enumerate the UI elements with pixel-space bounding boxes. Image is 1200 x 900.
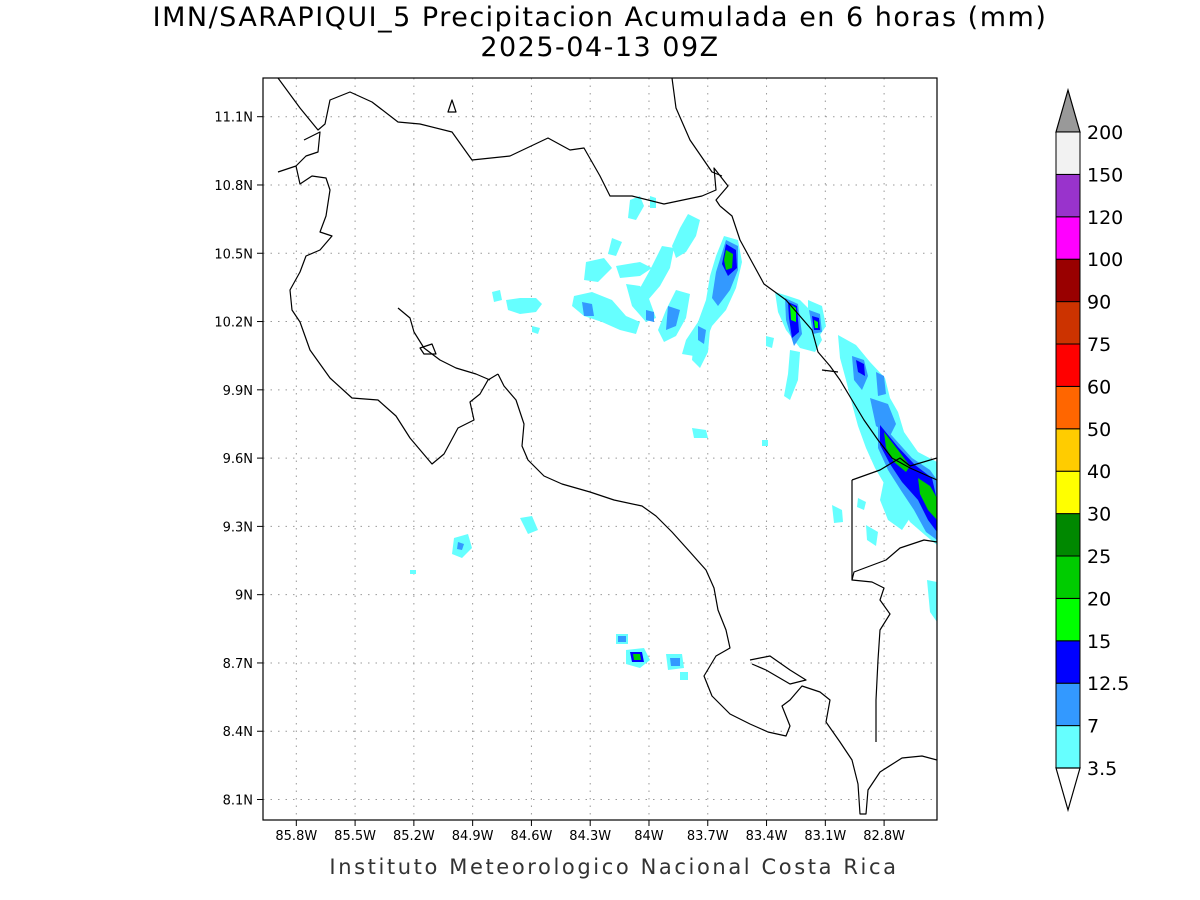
colorbar-label: 40: [1087, 461, 1111, 483]
colorbar-label: 50: [1087, 419, 1111, 441]
colorbar-swatch: [1055, 470, 1081, 515]
colorbar-swatch: [1055, 640, 1081, 684]
colorbar-label: 15: [1087, 631, 1111, 653]
colorbar-label: 100: [1087, 249, 1123, 271]
lon-tick-label: 83.4W: [746, 829, 788, 844]
colorbar-swatch: [1055, 513, 1081, 557]
colorbar-label: 25: [1087, 546, 1111, 568]
lon-tick-label: 84.6W: [511, 829, 553, 844]
lon-tick-label: 82.8W: [863, 829, 905, 844]
lon-tick-label: 83.7W: [687, 829, 729, 844]
lon-tick-label: 85.8W: [275, 829, 317, 844]
colorbar-label: 150: [1087, 164, 1123, 186]
axis-ticks: 85.8W 85.5W 85.2W 84.9W 84.6W 84.3W 84W 83.7W 83…: [214, 111, 905, 844]
colorbar-label: 75: [1087, 334, 1111, 356]
lon-tick-label: 85.5W: [334, 829, 376, 844]
lat-tick-label: 10.2N: [214, 316, 253, 331]
plot-frame: [262, 77, 938, 821]
colorbar-label: 7: [1087, 716, 1099, 738]
lat-tick-label: 9.3N: [223, 520, 253, 535]
colorbar-swatch: [1055, 597, 1081, 642]
colorbar-swatch: [1055, 131, 1081, 175]
colorbar-swatch: [1055, 682, 1081, 727]
lon-tick-label: 84W: [634, 829, 664, 844]
coastlines: [277, 78, 937, 815]
colorbar-swatch: [1055, 216, 1081, 260]
lat-tick-label: 8.4N: [223, 725, 253, 740]
lon-tick-label: 83.1W: [804, 829, 846, 844]
lat-tick-label: 9.6N: [223, 452, 253, 467]
colorbar-swatch: [1055, 428, 1081, 472]
colorbar-label: 20: [1087, 588, 1111, 610]
map-subtitle: 2025-04-13 09Z: [480, 32, 720, 63]
lon-tick-label: 85.2W: [393, 829, 435, 844]
map-title: IMN/SARAPIQUI_5 Precipitacion Acumulada …: [152, 2, 1048, 33]
credit-line: Instituto Meteorologico Nacional Costa R…: [329, 855, 899, 879]
lat-tick-label: 8.1N: [223, 794, 253, 809]
colorbar-over-arrow: [1055, 87, 1081, 133]
colorbar-swatch: [1055, 725, 1081, 769]
colorbar-label: 90: [1087, 292, 1111, 314]
lat-tick-label: 10.8N: [214, 179, 253, 194]
colorbar-top-label: 200: [1087, 122, 1123, 144]
lon-tick-label: 84.3W: [569, 829, 611, 844]
colorbar-label: 12.5: [1087, 673, 1129, 695]
colorbar-swatch: [1055, 555, 1081, 599]
colorbar-under-arrow: [1055, 767, 1081, 813]
precipitation-field: [410, 196, 937, 680]
colorbar-swatch: [1055, 258, 1081, 303]
colorbar-swatch: [1055, 173, 1081, 218]
colorbar-swatch: [1055, 385, 1081, 430]
lon-tick-label: 84.9W: [452, 829, 494, 844]
colorbar-label: 30: [1087, 504, 1111, 526]
lat-tick-label: 8.7N: [223, 657, 253, 672]
lat-tick-label: 9N: [235, 589, 253, 604]
lat-tick-label: 9.9N: [223, 384, 253, 399]
colorbar-swatch: [1055, 343, 1081, 387]
map-gridlines: [263, 78, 937, 820]
colorbar-label: 120: [1087, 207, 1123, 229]
lat-tick-label: 10.5N: [214, 247, 253, 262]
colorbar-swatch: [1055, 301, 1081, 345]
lat-tick-label: 11.1N: [214, 111, 253, 126]
colorbar: 200 3.5 7 12.5 15 20 25 30 40 50 60 75 90 100 120 150: [1055, 87, 1129, 813]
colorbar-label: 3.5: [1087, 758, 1117, 780]
colorbar-label: 60: [1087, 376, 1111, 398]
